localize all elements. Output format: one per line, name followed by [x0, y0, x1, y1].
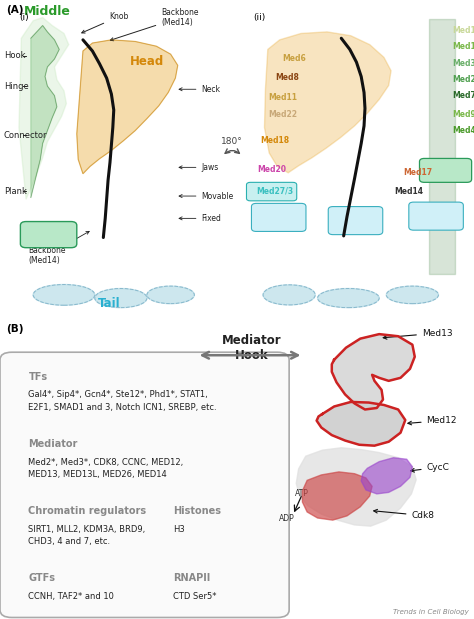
- Text: Knob: Knob: [82, 12, 128, 33]
- Text: Head: Head: [130, 55, 164, 68]
- Text: Med2
Med15: Med2 Med15: [264, 208, 293, 227]
- Text: Med27/3: Med27/3: [256, 186, 293, 195]
- Text: Med31: Med31: [453, 59, 474, 68]
- Polygon shape: [332, 334, 415, 410]
- FancyBboxPatch shape: [328, 207, 383, 235]
- Text: Histones: Histones: [173, 506, 221, 516]
- Text: Plank: Plank: [4, 187, 27, 196]
- Polygon shape: [302, 472, 372, 520]
- Text: Hinge: Hinge: [4, 82, 28, 90]
- Ellipse shape: [318, 288, 379, 308]
- Text: Med1: Med1: [35, 230, 62, 239]
- Text: Med6: Med6: [282, 54, 306, 64]
- Text: Med27/3: Med27/3: [255, 189, 289, 194]
- Text: Med18: Med18: [261, 136, 290, 145]
- Text: Med19: Med19: [453, 26, 474, 35]
- Text: Cdk8: Cdk8: [374, 509, 435, 520]
- Text: (i): (i): [19, 13, 28, 22]
- Text: Fixed: Fixed: [179, 214, 221, 223]
- Polygon shape: [264, 32, 391, 173]
- Text: Med8: Med8: [275, 72, 299, 82]
- FancyBboxPatch shape: [0, 352, 289, 618]
- Text: Med14: Med14: [394, 187, 423, 196]
- Text: SIRT1, MLL2, KDM3A, BRD9,
CHD3, 4 and 7, etc.: SIRT1, MLL2, KDM3A, BRD9, CHD3, 4 and 7,…: [28, 525, 146, 546]
- Text: Med22: Med22: [268, 110, 297, 119]
- Text: CCNH, TAF2* and 10: CCNH, TAF2* and 10: [28, 592, 114, 601]
- Text: Movable: Movable: [179, 191, 234, 201]
- Text: Med10: Med10: [453, 41, 474, 51]
- Text: Med7: Med7: [453, 91, 474, 100]
- Polygon shape: [296, 448, 416, 526]
- FancyBboxPatch shape: [419, 158, 472, 183]
- Text: (A): (A): [6, 5, 23, 15]
- Text: ADP: ADP: [279, 514, 294, 523]
- Text: RNAPII: RNAPII: [173, 573, 210, 584]
- Text: Middle: Middle: [24, 5, 71, 18]
- FancyBboxPatch shape: [251, 204, 306, 232]
- Text: Chromatin regulators: Chromatin regulators: [28, 506, 146, 516]
- Text: Connector: Connector: [4, 131, 47, 140]
- Text: Neck: Neck: [179, 85, 220, 93]
- Ellipse shape: [95, 288, 147, 308]
- Text: Hook: Hook: [4, 51, 25, 60]
- Polygon shape: [77, 40, 178, 174]
- Text: TFs: TFs: [28, 372, 47, 382]
- Text: Mediator
Hook: Mediator Hook: [221, 334, 281, 362]
- Text: Med13: Med13: [383, 329, 453, 339]
- Text: Tail: Tail: [98, 297, 120, 310]
- Text: Gal4*, Sip4*, Gcn4*, Ste12*, Phd1*, STAT1,
E2F1, SMAD1 and 3, Notch ICN1, SREBP,: Gal4*, Sip4*, Gcn4*, Ste12*, Phd1*, STAT…: [28, 391, 217, 412]
- Text: GTFs: GTFs: [28, 573, 55, 584]
- Text: (ii): (ii): [254, 13, 266, 22]
- Text: Backbone
(Med14): Backbone (Med14): [28, 232, 89, 265]
- Polygon shape: [317, 402, 405, 446]
- Text: Med21: Med21: [453, 75, 474, 84]
- Ellipse shape: [147, 286, 194, 304]
- Polygon shape: [361, 457, 412, 494]
- FancyBboxPatch shape: [20, 222, 77, 248]
- Text: Med4: Med4: [453, 126, 474, 135]
- Text: H3: H3: [173, 525, 185, 534]
- FancyBboxPatch shape: [246, 183, 297, 201]
- Text: ATP: ATP: [295, 489, 309, 498]
- Text: Med16: Med16: [341, 216, 370, 225]
- Text: CTD Ser5*: CTD Ser5*: [173, 592, 217, 601]
- Text: Mediator: Mediator: [28, 439, 78, 449]
- Ellipse shape: [386, 286, 438, 304]
- Text: CycC: CycC: [410, 463, 449, 472]
- Polygon shape: [31, 25, 59, 197]
- FancyBboxPatch shape: [409, 202, 464, 230]
- Ellipse shape: [33, 285, 95, 305]
- Text: (B): (B): [6, 324, 23, 334]
- Ellipse shape: [263, 285, 315, 305]
- Text: Med17: Med17: [403, 168, 432, 177]
- FancyArrowPatch shape: [225, 149, 239, 154]
- Text: Jaws: Jaws: [179, 163, 219, 172]
- Text: Med1: Med1: [433, 166, 458, 175]
- Text: Med5: Med5: [424, 212, 448, 220]
- Text: Med20: Med20: [257, 165, 286, 174]
- Text: Backbone
(Med14): Backbone (Med14): [110, 8, 199, 41]
- Text: Trends in Cell Biology: Trends in Cell Biology: [392, 609, 468, 615]
- Text: Med2*, Med3*, CDK8, CCNC, MED12,
MED13, MED13L, MED26, MED14: Med2*, Med3*, CDK8, CCNC, MED12, MED13, …: [28, 457, 184, 479]
- Text: 180°: 180°: [221, 137, 243, 146]
- Text: Med12: Med12: [408, 416, 457, 425]
- Text: Med11: Med11: [268, 93, 297, 102]
- Polygon shape: [19, 17, 69, 199]
- Text: Med9: Med9: [453, 110, 474, 119]
